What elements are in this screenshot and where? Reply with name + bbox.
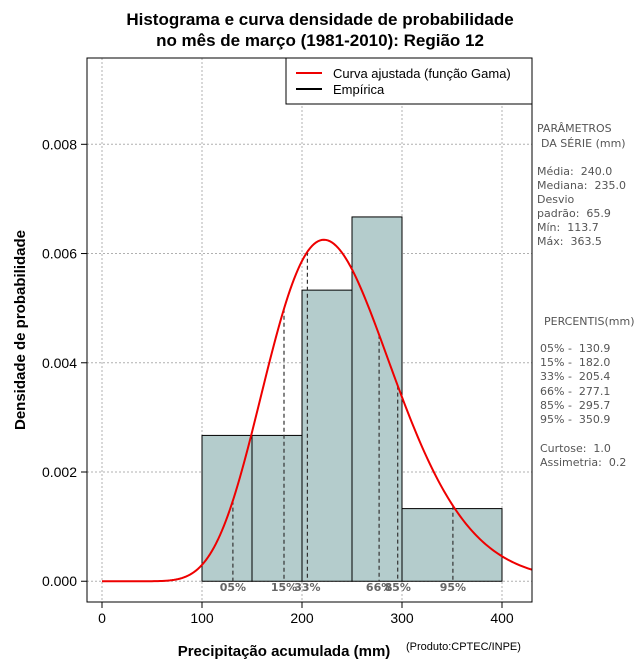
percentile-lines (232, 251, 454, 582)
stat-curtose: Curtose: 1.0 (540, 442, 611, 455)
x-tick-label: 400 (490, 610, 514, 626)
y-axis-label: Densidade de probabilidade (12, 230, 29, 430)
x-axis: 0 100 200 300 400 (98, 601, 514, 626)
percentile-label: 85% (385, 581, 411, 594)
percentile-label: 05% (220, 581, 246, 594)
x-tick-label: 300 (390, 610, 414, 626)
stat-desvio-2: padrão: 65.9 (537, 207, 611, 220)
percentile-labels: 05% 15%33% 66%85% 95% (220, 581, 466, 594)
x-axis-label: Precipitação acumulada (mm) (178, 643, 391, 660)
stat-mediana: Mediana: 235.0 (537, 179, 626, 192)
histogram-bar (351, 216, 403, 582)
percentile-label: 15% (271, 581, 297, 594)
chart-title-line1: Histograma e curva densidade de probabil… (126, 10, 514, 29)
y-tick-label: 0.006 (42, 246, 77, 262)
stat-media: Média: 240.0 (537, 165, 613, 178)
x-tick-label: 200 (290, 610, 314, 626)
percentil-row: 15% - 182.0 (540, 356, 611, 369)
product-credit: (Produto:CPTEC/INPE) (406, 641, 521, 653)
percentile-label: 66% (366, 581, 392, 594)
percentil-row: 95% - 350.9 (540, 413, 611, 426)
x-tick-label: 100 (190, 610, 214, 626)
percentis-header: PERCENTIS(mm) (544, 315, 635, 328)
histogram-bar (301, 289, 353, 582)
histogram-bar (251, 434, 303, 582)
chart-title-line2: no mês de março (1981-2010): Região 12 (156, 31, 484, 50)
y-tick-label: 0.000 (42, 573, 77, 589)
histogram-bars (201, 216, 503, 582)
stats-header-1: PARÂMETROS (537, 122, 612, 135)
y-tick-label: 0.008 (42, 136, 77, 152)
stat-assimetria: Assimetria: 0.2 (540, 456, 627, 469)
x-tick-label: 0 (98, 610, 106, 626)
percentil-row: 85% - 295.7 (540, 399, 611, 412)
stat-max: Máx: 363.5 (537, 235, 602, 248)
y-axis: 0.000 0.002 0.004 0.006 0.008 (42, 136, 88, 589)
legend-empirical-label: Empírica (333, 82, 385, 97)
y-tick-label: 0.004 (42, 355, 77, 371)
percentile-label: 95% (440, 581, 466, 594)
gamma-curve (102, 238, 533, 583)
y-tick-label: 0.002 (42, 464, 77, 480)
legend: Curva ajustada (função Gama) Empírica (285, 57, 533, 105)
stat-desvio-1: Desvio (537, 193, 575, 206)
percentil-row: 05% - 130.9 (540, 342, 611, 355)
legend-curve-label: Curva ajustada (função Gama) (333, 66, 511, 81)
stats-header-2: DA SÉRIE (mm) (541, 137, 626, 150)
percentile-label: 33% (294, 581, 320, 594)
percentil-row: 66% - 277.1 (540, 385, 611, 398)
percentil-row: 33% - 205.4 (540, 370, 611, 383)
stat-min: Mín: 113.7 (537, 221, 599, 234)
